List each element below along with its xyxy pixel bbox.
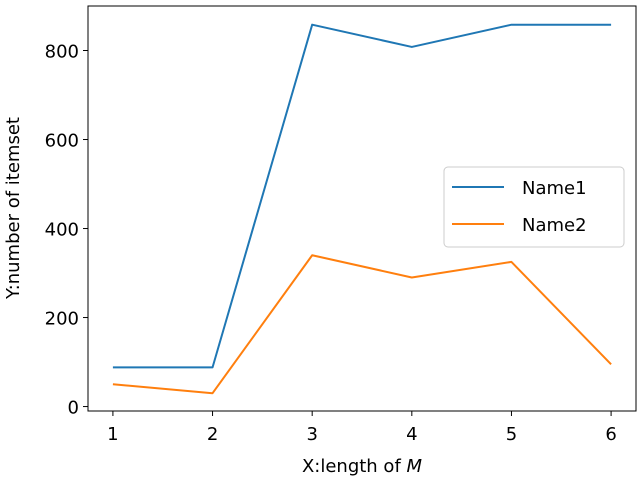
x-axis: 1 2 3 4 5 6 [107, 411, 617, 445]
x-axis-label: X:length of M [302, 456, 423, 477]
x-tick-label: 5 [506, 424, 517, 445]
y-axis: 0 200 400 600 800 [45, 42, 88, 419]
legend: Name1 Name2 [443, 166, 625, 248]
data-point-name2 [112, 383, 114, 385]
y-tick-label: 600 [45, 131, 79, 152]
series-line-name2 [112, 254, 612, 395]
data-point-name1 [510, 24, 512, 26]
data-point-name1 [411, 46, 413, 48]
data-point-name1 [311, 24, 313, 26]
y-tick-label: 800 [45, 42, 79, 63]
plot-lines [112, 23, 612, 395]
x-tick-label: 3 [306, 424, 317, 445]
data-point-name1 [112, 366, 114, 368]
x-tick-label: 4 [406, 424, 417, 445]
data-point-name1 [212, 366, 214, 368]
data-point-name2 [212, 392, 214, 394]
data-point-name2 [411, 276, 413, 278]
y-tick-label: 200 [45, 309, 79, 330]
x-tick-label: 1 [107, 424, 118, 445]
plot-frame [87, 5, 637, 412]
legend-label-name2: Name2 [522, 215, 587, 236]
data-point-name2 [311, 254, 313, 256]
y-axis-label: Y:number of itemset [3, 117, 24, 300]
legend-label-name1: Name1 [522, 178, 587, 199]
y-tick-label: 0 [68, 398, 79, 419]
data-point-name1 [610, 24, 612, 26]
y-tick-label: 400 [45, 220, 79, 241]
data-point-name2 [510, 261, 512, 263]
data-point-name2 [610, 363, 612, 365]
series-line-name1 [112, 23, 612, 369]
x-tick-label: 6 [605, 424, 616, 445]
x-tick-label: 2 [207, 424, 218, 445]
